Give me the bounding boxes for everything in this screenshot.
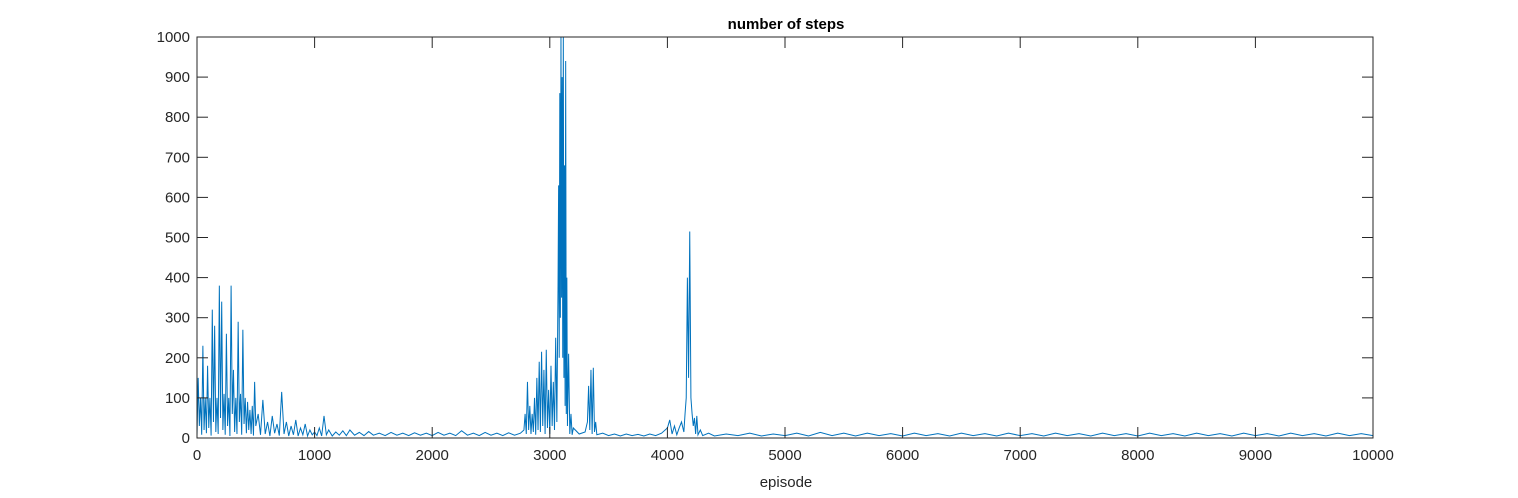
y-tick-label: 300 [165,310,190,327]
x-axis-label: episode [760,474,813,491]
plot-background [197,37,1373,438]
y-tick-label: 400 [165,270,190,287]
x-tick-label: 10000 [1352,447,1394,464]
x-tick-label: 6000 [886,447,919,464]
y-tick-label: 900 [165,69,190,86]
plot-area [196,36,1374,438]
x-tick-label: 2000 [416,447,449,464]
y-tick-label: 100 [165,390,190,407]
y-tick-label: 0 [182,430,190,447]
x-tick-label: 1000 [298,447,331,464]
y-tick-label: 1000 [157,29,190,46]
x-tick-label: 0 [193,447,201,464]
x-tick-label: 8000 [1121,447,1154,464]
x-tick-label: 5000 [768,447,801,464]
x-tick-label: 4000 [651,447,684,464]
y-tick-label: 800 [165,109,190,126]
y-tick-label: 700 [165,149,190,166]
x-tick-label: 9000 [1239,447,1272,464]
y-tick-label: 500 [165,230,190,247]
y-tick-label: 200 [165,350,190,367]
chart-title: number of steps [728,16,845,33]
x-tick-label: 7000 [1004,447,1037,464]
series-line-1 [196,36,1374,438]
axes: 0 1000 2000 3000 4000 5000 6000 7000 8000 9000 100… [157,29,1394,464]
y-tick-label: 600 [165,189,190,206]
x-tick-label: 3000 [533,447,566,464]
